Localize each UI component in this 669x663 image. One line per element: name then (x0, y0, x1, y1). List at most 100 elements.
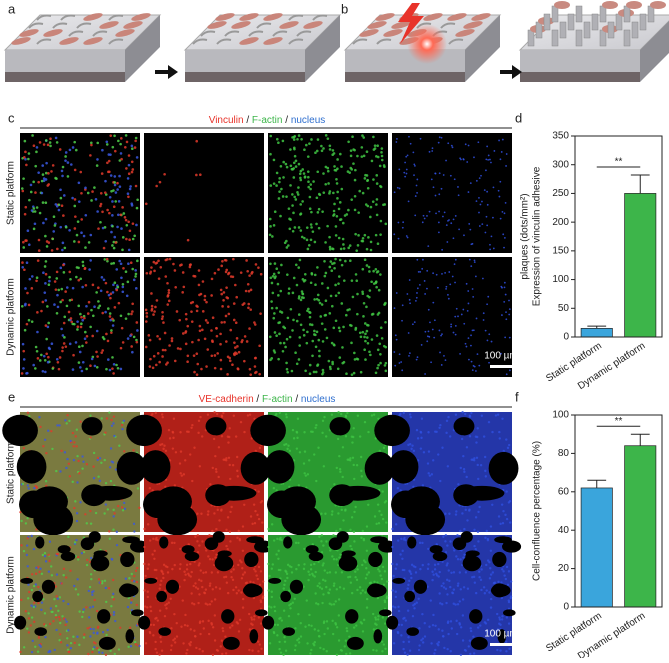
signal (161, 317, 164, 320)
signal (472, 369, 474, 371)
signal (361, 475, 363, 477)
signal (273, 159, 276, 162)
signal (327, 137, 330, 140)
signal (268, 575, 270, 577)
signal (44, 371, 47, 374)
signal (385, 370, 388, 373)
void (141, 450, 171, 483)
signal (127, 281, 130, 284)
signal (131, 599, 133, 601)
signal (293, 437, 295, 439)
void (155, 486, 192, 516)
signal (302, 278, 305, 281)
signal (319, 586, 321, 588)
micrographs: Vinculin / F-actin / nucleusStatic platf… (2, 115, 521, 656)
void (503, 609, 516, 616)
signal (487, 559, 489, 561)
signal (410, 448, 412, 450)
signal (372, 613, 374, 615)
signal (127, 313, 130, 316)
signal (199, 622, 201, 624)
signal (77, 220, 80, 223)
signal (209, 558, 211, 560)
signal (380, 326, 383, 329)
signal (250, 289, 253, 292)
signal (128, 249, 131, 252)
signal (256, 514, 258, 516)
signal (391, 563, 393, 565)
signal (460, 588, 462, 590)
signal (134, 146, 137, 149)
signal (419, 542, 421, 544)
signal (147, 591, 149, 593)
signal (34, 367, 37, 370)
signal (254, 510, 256, 512)
signal (375, 281, 378, 284)
signal (227, 441, 229, 443)
signal (237, 564, 239, 566)
signal (314, 427, 316, 429)
signal (504, 282, 506, 284)
signal (355, 279, 358, 282)
signal (193, 447, 195, 449)
signal (469, 415, 471, 417)
signal (394, 191, 396, 193)
signal (447, 416, 449, 418)
signal (59, 619, 61, 621)
signal (268, 605, 270, 607)
signal (49, 141, 52, 144)
signal (154, 648, 156, 650)
signal (366, 573, 368, 575)
signal (101, 582, 103, 584)
signal (471, 576, 473, 578)
signal (363, 336, 366, 339)
signal (89, 436, 91, 438)
signal (31, 616, 33, 618)
signal (228, 313, 231, 316)
signal (280, 264, 283, 267)
signal (272, 317, 275, 320)
signal (411, 444, 413, 446)
signal (77, 266, 80, 269)
signal (468, 337, 470, 339)
signal (113, 613, 115, 615)
signal (457, 603, 459, 605)
signal (416, 292, 418, 294)
signal (331, 414, 333, 416)
y-tick-label: 60 (558, 486, 570, 497)
signal (149, 606, 151, 608)
signal (237, 368, 240, 371)
signal (288, 207, 291, 210)
signal (430, 361, 432, 363)
signal (179, 548, 181, 550)
signal (409, 413, 411, 415)
signal (92, 590, 94, 592)
signal (30, 191, 33, 194)
signal (96, 164, 99, 167)
signal (155, 185, 158, 188)
signal (37, 586, 39, 588)
signal (407, 237, 409, 239)
signal (121, 424, 123, 426)
signal (445, 432, 447, 434)
signal (79, 366, 82, 369)
signal (122, 286, 125, 289)
signal (353, 511, 355, 513)
signal (325, 435, 327, 437)
signal (91, 594, 93, 596)
void (159, 536, 168, 548)
signal (69, 343, 72, 346)
signal (386, 595, 388, 597)
signal (205, 603, 207, 605)
signal (431, 579, 433, 581)
signal (344, 214, 347, 217)
signal (76, 520, 78, 522)
signal (338, 327, 341, 330)
signal (352, 296, 355, 299)
signal (282, 176, 285, 179)
signal (157, 260, 160, 263)
signal (300, 299, 303, 302)
signal (132, 238, 135, 241)
signal (223, 576, 225, 578)
signal (77, 460, 79, 462)
